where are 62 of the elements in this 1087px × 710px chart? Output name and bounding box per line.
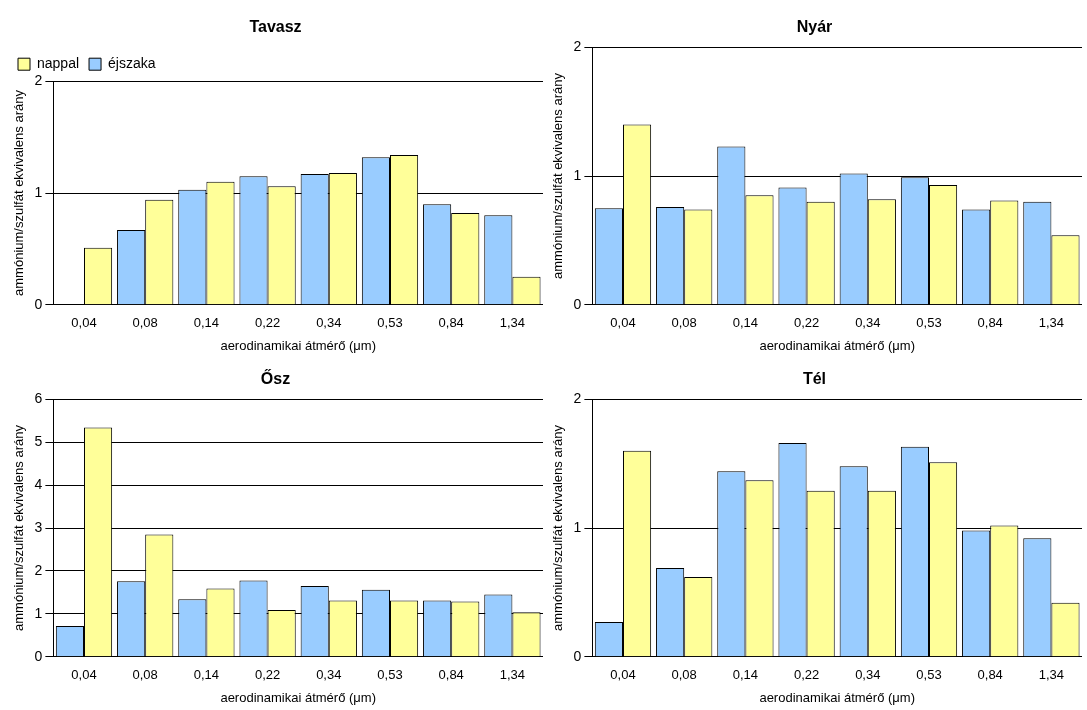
x-tick-label: 0,84 bbox=[977, 667, 1003, 683]
x-axis-title: aerodinamikai átmérő (μm) bbox=[220, 337, 376, 353]
y-tick-label: 4 bbox=[34, 475, 43, 492]
y-tick-label: 0 bbox=[573, 295, 582, 312]
y-tick-label: 0 bbox=[34, 647, 43, 664]
x-tick-label: 0,04 bbox=[610, 667, 636, 683]
y-tick-label: 0 bbox=[573, 647, 582, 664]
x-tick-label: 0,53 bbox=[916, 315, 942, 331]
x-tick-label: 0,08 bbox=[671, 667, 697, 683]
y-tick-label: 1 bbox=[573, 518, 582, 535]
x-tick-label: 0,04 bbox=[71, 667, 97, 683]
x-tick-label: 0,53 bbox=[377, 315, 403, 331]
x-tick-label: 0,04 bbox=[610, 315, 636, 331]
x-tick-label: 0,34 bbox=[855, 667, 881, 683]
x-tick-label: 1,34 bbox=[499, 667, 526, 683]
y-tick-label: 5 bbox=[34, 432, 43, 449]
x-tick-label: 0,08 bbox=[132, 667, 158, 683]
y-tick-label: 2 bbox=[573, 390, 582, 407]
x-tick-label: 1,34 bbox=[1038, 315, 1065, 331]
x-tick-label: 0,84 bbox=[438, 315, 464, 331]
legend-label: éjszaka bbox=[108, 55, 156, 72]
x-tick-label: 0,08 bbox=[132, 315, 158, 331]
x-tick-label: 0,84 bbox=[977, 315, 1003, 331]
x-tick-label: 0,22 bbox=[793, 315, 820, 331]
chart-title: Ősz bbox=[260, 369, 291, 388]
y-axis-title: ammónium/szulfát ekvivalens arány bbox=[550, 72, 566, 279]
x-tick-label: 0,34 bbox=[855, 315, 881, 331]
y-tick-label: 2 bbox=[34, 72, 43, 89]
y-tick-label: 0 bbox=[34, 295, 43, 312]
y-axis-title: ammónium/szulfát ekvivalens arány bbox=[11, 424, 27, 631]
y-tick-label: 2 bbox=[34, 561, 43, 578]
y-tick-label: 1 bbox=[34, 604, 43, 621]
x-tick-label: 0,84 bbox=[438, 667, 464, 683]
x-tick-label: 1,34 bbox=[499, 315, 526, 331]
x-tick-label: 0,14 bbox=[732, 315, 759, 331]
x-tick-label: 0,22 bbox=[254, 667, 281, 683]
x-tick-label: 1,34 bbox=[1038, 667, 1065, 683]
x-tick-label: 0,04 bbox=[71, 315, 97, 331]
chart-title: Tél bbox=[802, 370, 827, 388]
x-tick-label: 0,53 bbox=[377, 667, 403, 683]
y-tick-label: 6 bbox=[34, 390, 43, 407]
legend-label: nappal bbox=[37, 55, 80, 72]
x-tick-label: 0,53 bbox=[916, 667, 942, 683]
chart-title: Tavasz bbox=[249, 18, 302, 36]
x-tick-label: 0,14 bbox=[732, 667, 759, 683]
y-tick-label: 1 bbox=[34, 183, 43, 200]
x-axis-title: aerodinamikai átmérő (μm) bbox=[220, 689, 376, 705]
x-tick-label: 0,22 bbox=[793, 667, 820, 683]
x-tick-label: 0,08 bbox=[671, 315, 697, 331]
x-tick-label: 0,14 bbox=[193, 315, 220, 331]
x-tick-label: 0,14 bbox=[193, 667, 220, 683]
x-tick-label: 0,34 bbox=[316, 315, 342, 331]
y-tick-label: 3 bbox=[34, 518, 43, 535]
y-axis-title: ammónium/szulfát ekvivalens arány bbox=[11, 89, 27, 296]
x-axis-title: aerodinamikai átmérő (μm) bbox=[759, 689, 915, 705]
x-axis-title: aerodinamikai átmérő (μm) bbox=[759, 337, 915, 353]
x-tick-label: 0,34 bbox=[316, 667, 342, 683]
y-tick-label: 2 bbox=[573, 38, 582, 55]
chart-title: Nyár bbox=[796, 18, 833, 36]
y-tick-label: 1 bbox=[573, 166, 582, 183]
y-axis-title: ammónium/szulfát ekvivalens arány bbox=[550, 424, 566, 631]
x-tick-label: 0,22 bbox=[254, 315, 281, 331]
